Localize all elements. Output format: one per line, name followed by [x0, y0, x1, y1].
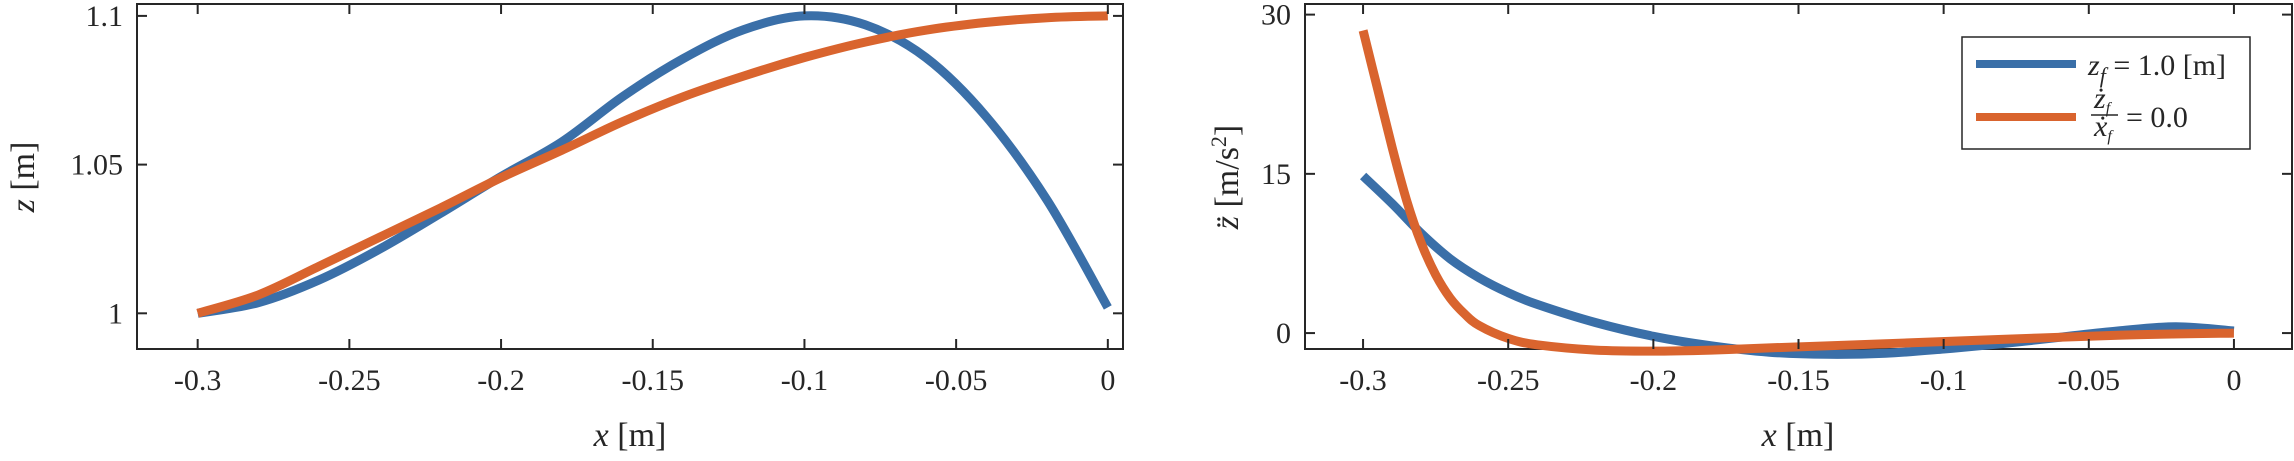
right-xtick-label: -0.1 [1920, 364, 1968, 397]
left-ytick-label: 1 [108, 297, 123, 330]
right-series-orange [1358, 29, 2234, 356]
left-ytick-label: 1.1 [86, 0, 124, 33]
right-xtick-label: -0.15 [1767, 364, 1830, 397]
xlabel-right: x [m] [1761, 417, 1835, 454]
legend-label-blue-rest: = 1.0 [m] [2106, 49, 2226, 82]
right-xtick-label: -0.05 [2058, 364, 2121, 397]
right-xtick-label: -0.3 [1339, 364, 1387, 397]
legend-label-blue-sub: f [2100, 63, 2109, 88]
legend-den-sub: f [2107, 128, 2114, 145]
ylabel-left: z [m] [5, 142, 42, 214]
legend-label-orange-rest: = 0.0 [2126, 101, 2188, 134]
right-xtick-label: -0.25 [1477, 364, 1540, 397]
left-ytick-label: 1.05 [71, 149, 124, 182]
legend-label-orange-numerator: żf [2093, 82, 2113, 117]
legend: zf = 1.0 [m] żf ẋf = 0.0 [1961, 36, 2251, 150]
chart-z-vs-x: -0.3 -0.25 -0.2 -0.15 -0.1 -0.05 0 1 1.05 1.1 x [… [5, 0, 1124, 454]
left-xtick-label: -0.05 [925, 364, 988, 397]
right-ytick-label: 0 [1276, 317, 1291, 350]
left-series-blue [196, 11, 1112, 318]
right-series-blue [1359, 172, 2235, 359]
left-xtick-label: -0.25 [318, 364, 381, 397]
legend-box [1961, 36, 2251, 150]
legend-num-main: ż [2093, 82, 2106, 115]
legend-num-sub: f [2106, 100, 2113, 117]
right-xtick-label: -0.2 [1630, 364, 1678, 397]
left-xtick-label: -0.1 [781, 364, 829, 397]
left-series-orange [196, 11, 1108, 318]
right-xtick-label: 0 [2226, 364, 2241, 397]
right-ytick-label: 30 [1261, 0, 1291, 32]
legend-label-blue-main: z [2087, 49, 2100, 82]
legend-label-orange-denominator: ẋf [2093, 110, 2114, 145]
left-xtick-label: 0 [1100, 364, 1115, 397]
legend-den-main: ẋ [2093, 110, 2108, 143]
left-xtick-label: -0.3 [174, 364, 222, 397]
legend-label-blue: zf = 1.0 [m] [2087, 49, 2226, 88]
xlabel-left: x [m] [593, 417, 667, 454]
right-ytick-label: 15 [1261, 158, 1291, 191]
axes-frame-left [136, 3, 1124, 350]
left-xtick-label: -0.2 [477, 364, 525, 397]
ylabel-right: z̈ [m/s2] [1206, 125, 1246, 231]
left-xtick-label: -0.15 [622, 364, 685, 397]
